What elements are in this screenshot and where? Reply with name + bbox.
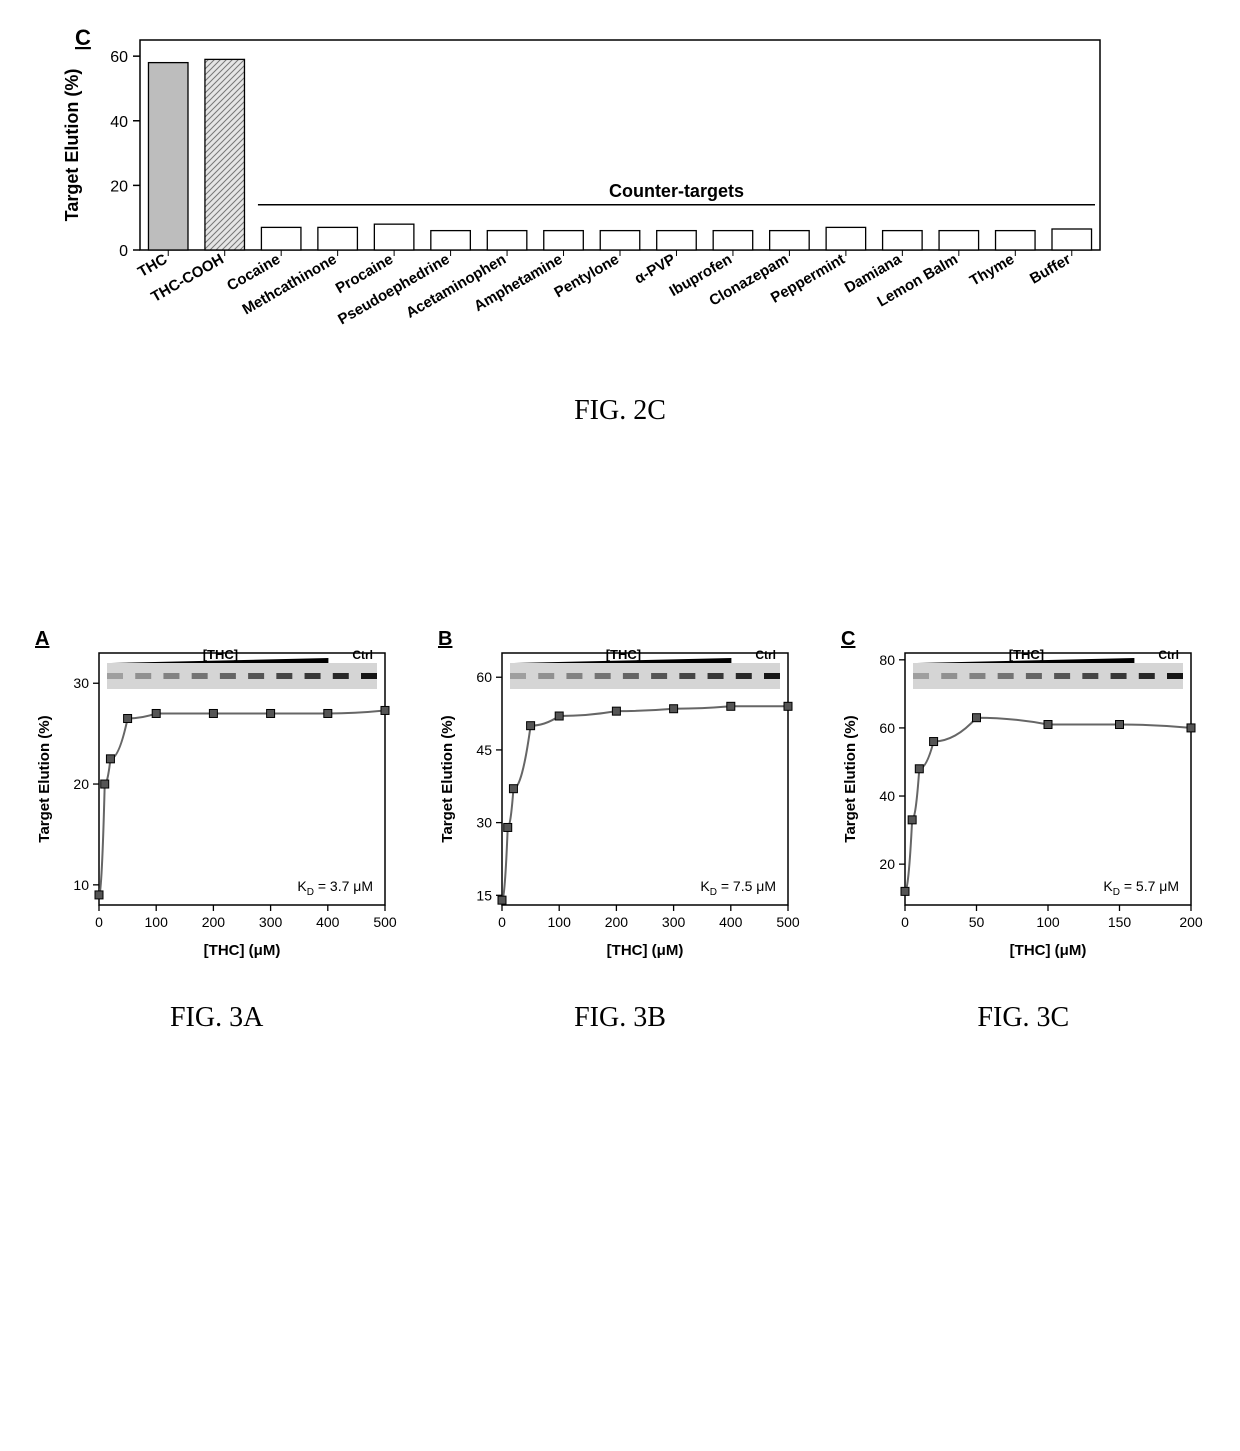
- fig-3-row: A[THC]Ctrl1020300100200300400500Target E…: [20, 627, 1220, 1034]
- svg-text:C: C: [841, 628, 855, 650]
- svg-text:400: 400: [316, 914, 340, 930]
- svg-text:500: 500: [373, 914, 397, 930]
- svg-text:200: 200: [1180, 914, 1204, 930]
- svg-text:KD = 3.7 μM: KD = 3.7 μM: [297, 878, 373, 898]
- svg-text:300: 300: [662, 914, 686, 930]
- svg-text:50: 50: [969, 914, 985, 930]
- svg-text:20: 20: [110, 178, 128, 195]
- svg-text:C: C: [75, 25, 91, 50]
- fig-3a-chart: A[THC]Ctrl1020300100200300400500Target E…: [27, 627, 407, 967]
- svg-text:[THC] (μM): [THC] (μM): [607, 942, 684, 959]
- svg-text:400: 400: [719, 914, 743, 930]
- svg-text:KD = 5.7 μM: KD = 5.7 μM: [1104, 878, 1180, 898]
- svg-text:40: 40: [880, 788, 896, 804]
- fig-3a-container: A[THC]Ctrl1020300100200300400500Target E…: [20, 627, 413, 1034]
- svg-text:40: 40: [110, 114, 128, 131]
- fig-3c-caption: FIG. 3C: [827, 1002, 1220, 1034]
- svg-text:Acetaminophen: Acetaminophen: [403, 251, 509, 322]
- svg-text:10: 10: [73, 877, 89, 893]
- svg-text:30: 30: [73, 675, 89, 691]
- svg-text:A: A: [35, 628, 49, 650]
- svg-text:45: 45: [476, 742, 492, 758]
- fig-3b-container: B [THC] Ctrl 15 30 45 60 0 100 200 300 400 500 Target…: [423, 627, 816, 1034]
- fig-2c-caption: FIG. 2C: [20, 395, 1220, 427]
- svg-text:500: 500: [776, 914, 800, 930]
- svg-text:60: 60: [880, 720, 896, 736]
- svg-text:Target Elution (%): Target Elution (%): [842, 715, 859, 842]
- svg-text:Target Elution (%): Target Elution (%): [62, 69, 82, 222]
- svg-text:[THC]: [THC]: [202, 647, 237, 662]
- svg-text:150: 150: [1108, 914, 1132, 930]
- svg-text:Methcathinone: Methcathinone: [239, 251, 339, 319]
- svg-text:15: 15: [476, 887, 492, 903]
- fig-3c-container: C [THC] Ctrl 20 40 60 80 0 50 100 150 200 Target Elu…: [827, 627, 1220, 1034]
- svg-text:[THC] (μM): [THC] (μM): [1010, 942, 1087, 959]
- svg-text:0: 0: [119, 243, 128, 260]
- svg-text:[THC] (μM): [THC] (μM): [203, 942, 280, 959]
- svg-text:B: B: [438, 628, 452, 650]
- svg-text:[THC]: [THC]: [606, 647, 641, 662]
- svg-text:200: 200: [605, 914, 629, 930]
- svg-text:100: 100: [548, 914, 572, 930]
- svg-text:Ctrl: Ctrl: [755, 648, 776, 662]
- svg-text:100: 100: [1037, 914, 1061, 930]
- svg-text:Counter-targets: Counter-targets: [609, 181, 744, 201]
- svg-text:0: 0: [498, 914, 506, 930]
- svg-text:[THC]: [THC]: [1009, 647, 1044, 662]
- svg-text:100: 100: [144, 914, 168, 930]
- svg-text:20: 20: [880, 856, 896, 872]
- fig-3b-caption: FIG. 3B: [423, 1002, 816, 1034]
- svg-text:Target Elution (%): Target Elution (%): [439, 715, 456, 842]
- svg-text:20: 20: [73, 776, 89, 792]
- svg-text:KD = 7.5 μM: KD = 7.5 μM: [700, 878, 776, 898]
- svg-text:30: 30: [476, 815, 492, 831]
- svg-text:Pentylone: Pentylone: [551, 251, 622, 302]
- svg-text:200: 200: [201, 914, 225, 930]
- svg-text:0: 0: [901, 914, 909, 930]
- svg-text:0: 0: [95, 914, 103, 930]
- svg-text:300: 300: [259, 914, 283, 930]
- svg-text:Ctrl: Ctrl: [1159, 648, 1180, 662]
- svg-text:Target Elution (%): Target Elution (%): [36, 715, 53, 842]
- fig-2c-container: C0204060Target Elution (%)THCTHC-COOHCoc…: [20, 20, 1220, 365]
- fig-2c-chart: C0204060Target Elution (%)THCTHC-COOHCoc…: [20, 20, 1120, 360]
- svg-text:Ctrl: Ctrl: [352, 648, 373, 662]
- svg-text:Buffer: Buffer: [1027, 251, 1074, 288]
- fig-3b-chart: B [THC] Ctrl 15 30 45 60 0 100 200 300 400 500 Target…: [430, 627, 810, 967]
- fig-3c-chart: C [THC] Ctrl 20 40 60 80 0 50 100 150 200 Target Elu…: [833, 627, 1213, 967]
- svg-text:THC: THC: [135, 251, 170, 281]
- fig-3a-caption: FIG. 3A: [20, 1002, 413, 1034]
- svg-text:60: 60: [110, 49, 128, 66]
- svg-text:Thyme: Thyme: [967, 251, 1017, 290]
- svg-text:80: 80: [880, 652, 896, 668]
- svg-text:60: 60: [476, 669, 492, 685]
